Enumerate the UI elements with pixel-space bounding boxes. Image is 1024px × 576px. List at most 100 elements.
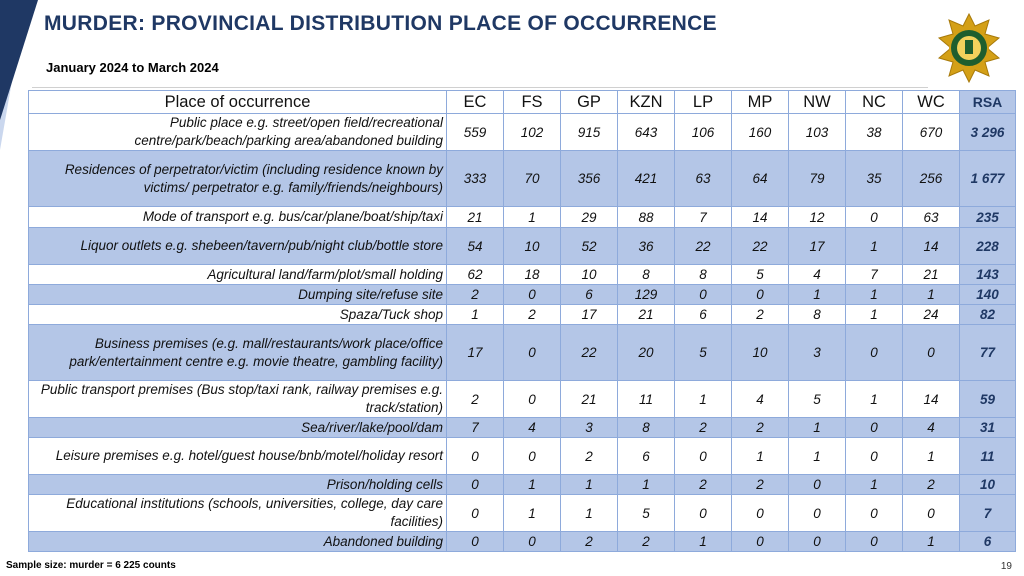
value-cell: 2	[446, 284, 504, 305]
value-cell: 0	[446, 474, 504, 495]
value-cell: 0	[446, 494, 504, 532]
value-cell: 106	[674, 113, 732, 151]
column-header-wc: WC	[902, 90, 960, 114]
table-row: Abandoned building 0 0 2 2 1 0 0 0 1 6	[28, 531, 1016, 552]
value-cell: 2	[731, 304, 789, 325]
value-cell: 1	[560, 474, 618, 495]
table-row: Business premises (e.g. mall/restaurants…	[28, 324, 1016, 381]
value-cell: 1	[788, 284, 846, 305]
page-subtitle: January 2024 to March 2024	[46, 60, 219, 75]
value-cell: 0	[503, 531, 561, 552]
place-cell: Business premises (e.g. mall/restaurants…	[28, 324, 447, 381]
value-cell: 22	[560, 324, 618, 381]
value-cell: 24	[902, 304, 960, 325]
value-cell: 4	[503, 417, 561, 438]
value-cell: 3	[560, 417, 618, 438]
column-header-fs: FS	[503, 90, 561, 114]
value-cell: 0	[446, 437, 504, 475]
rsa-total-cell: 3 296	[959, 113, 1016, 151]
sample-size-note: Sample size: murder = 6 225 counts	[6, 560, 176, 571]
value-cell: 7	[845, 264, 903, 285]
value-cell: 38	[845, 113, 903, 151]
value-cell: 7	[446, 417, 504, 438]
value-cell: 63	[902, 206, 960, 228]
column-header-ec: EC	[446, 90, 504, 114]
value-cell: 160	[731, 113, 789, 151]
value-cell: 14	[902, 380, 960, 418]
rsa-total-cell: 1 677	[959, 150, 1016, 207]
place-cell: Agricultural land/farm/plot/small holdin…	[28, 264, 447, 285]
rsa-total-cell: 82	[959, 304, 1016, 325]
value-cell: 36	[617, 227, 675, 265]
value-cell: 0	[788, 474, 846, 495]
column-header-lp: LP	[674, 90, 732, 114]
value-cell: 4	[731, 380, 789, 418]
value-cell: 356	[560, 150, 618, 207]
value-cell: 0	[845, 437, 903, 475]
place-cell: Abandoned building	[28, 531, 447, 552]
value-cell: 643	[617, 113, 675, 151]
value-cell: 0	[845, 206, 903, 228]
rsa-total-cell: 59	[959, 380, 1016, 418]
value-cell: 0	[503, 324, 561, 381]
value-cell: 1	[617, 474, 675, 495]
value-cell: 4	[788, 264, 846, 285]
value-cell: 1	[845, 304, 903, 325]
table-row: Agricultural land/farm/plot/small holdin…	[28, 264, 1016, 285]
value-cell: 5	[731, 264, 789, 285]
value-cell: 64	[731, 150, 789, 207]
value-cell: 1	[560, 494, 618, 532]
value-cell: 29	[560, 206, 618, 228]
table-row: Dumping site/refuse site 2 0 6 129 0 0 1 1 1 140	[28, 284, 1016, 305]
value-cell: 1	[731, 437, 789, 475]
value-cell: 256	[902, 150, 960, 207]
value-cell: 2	[560, 437, 618, 475]
value-cell: 20	[617, 324, 675, 381]
value-cell: 14	[902, 227, 960, 265]
place-cell: Public transport premises (Bus stop/taxi…	[28, 380, 447, 418]
rsa-total-cell: 7	[959, 494, 1016, 532]
occurrence-table-container: Place of occurrence EC FS GP KZN LP MP N…	[28, 90, 1016, 552]
value-cell: 1	[845, 227, 903, 265]
value-cell: 62	[446, 264, 504, 285]
value-cell: 8	[617, 264, 675, 285]
value-cell: 2	[731, 474, 789, 495]
value-cell: 14	[731, 206, 789, 228]
value-cell: 0	[845, 417, 903, 438]
value-cell: 0	[731, 494, 789, 532]
value-cell: 6	[674, 304, 732, 325]
value-cell: 1	[845, 380, 903, 418]
table-row: Public transport premises (Bus stop/taxi…	[28, 380, 1016, 418]
rsa-total-cell: 228	[959, 227, 1016, 265]
value-cell: 0	[845, 324, 903, 381]
value-cell: 1	[902, 531, 960, 552]
value-cell: 0	[902, 324, 960, 381]
value-cell: 0	[902, 494, 960, 532]
rsa-total-cell: 11	[959, 437, 1016, 475]
value-cell: 1	[788, 417, 846, 438]
value-cell: 1	[446, 304, 504, 325]
column-header-kzn: KZN	[617, 90, 675, 114]
column-header-nw: NW	[788, 90, 846, 114]
value-cell: 5	[674, 324, 732, 381]
value-cell: 670	[902, 113, 960, 151]
value-cell: 559	[446, 113, 504, 151]
value-cell: 18	[503, 264, 561, 285]
value-cell: 0	[674, 494, 732, 532]
table-row: Sea/river/lake/pool/dam 7 4 3 8 2 2 1 0 4 31	[28, 417, 1016, 438]
table-row: Leisure premises e.g. hotel/guest house/…	[28, 437, 1016, 475]
value-cell: 70	[503, 150, 561, 207]
value-cell: 2	[731, 417, 789, 438]
value-cell: 6	[560, 284, 618, 305]
column-header-nc: NC	[845, 90, 903, 114]
page-title: MURDER: PROVINCIAL DISTRIBUTION PLACE OF…	[44, 12, 717, 35]
value-cell: 0	[446, 531, 504, 552]
rsa-total-cell: 31	[959, 417, 1016, 438]
table-row: Public place e.g. street/open field/recr…	[28, 113, 1016, 151]
occurrence-table: Place of occurrence EC FS GP KZN LP MP N…	[28, 90, 1016, 552]
rsa-total-cell: 143	[959, 264, 1016, 285]
value-cell: 103	[788, 113, 846, 151]
value-cell: 17	[560, 304, 618, 325]
value-cell: 333	[446, 150, 504, 207]
value-cell: 0	[845, 531, 903, 552]
